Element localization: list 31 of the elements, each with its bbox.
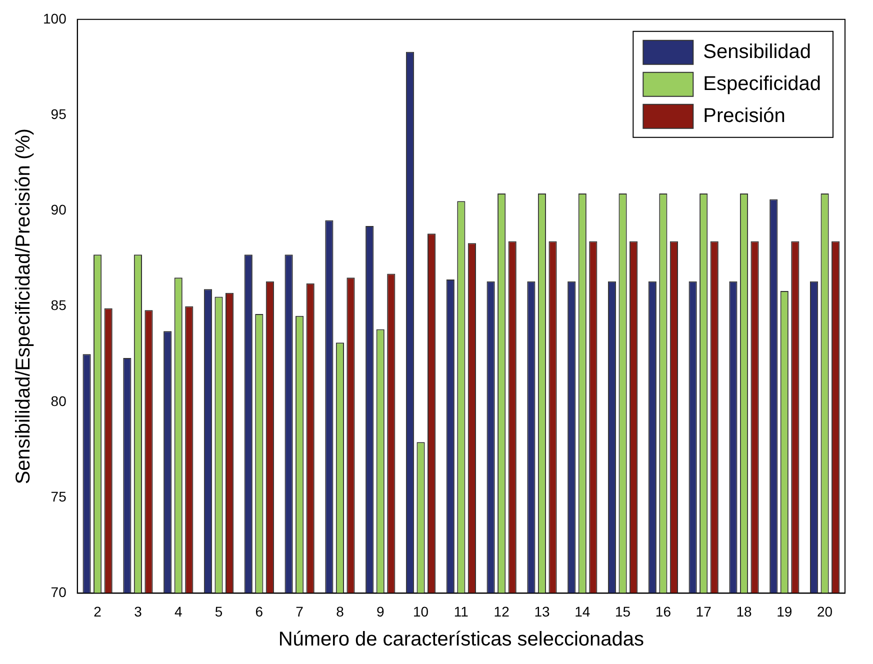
- x-tick-label: 2: [94, 603, 102, 620]
- x-tick-label: 11: [454, 603, 469, 620]
- x-tick-label: 9: [376, 603, 384, 620]
- y-tick-label: 75: [50, 488, 67, 504]
- x-tick-label: 17: [696, 603, 712, 620]
- y-tick-label: 95: [50, 106, 67, 122]
- x-tick-label: 14: [574, 603, 590, 620]
- x-tick-label: 4: [174, 603, 182, 620]
- x-tick-label: 19: [776, 603, 792, 620]
- x-tick-label: 12: [494, 603, 510, 620]
- y-tick-label: 100: [43, 10, 67, 26]
- x-tick-label: 15: [615, 603, 631, 620]
- x-tick-label: 16: [655, 603, 672, 620]
- y-axis-title: Sensibilidad/Especificidad/Precisión (%): [12, 128, 35, 484]
- x-tick-label: 13: [534, 603, 550, 620]
- legend-label: Precisión: [703, 104, 786, 127]
- x-tick-label: 7: [296, 603, 304, 620]
- y-tick-label: 90: [50, 202, 67, 218]
- y-tick-label: 85: [50, 297, 67, 314]
- y-tick-label: 80: [50, 392, 67, 409]
- x-tick-label: 3: [134, 603, 142, 620]
- x-tick-label: 6: [255, 603, 264, 620]
- x-tick-label: 8: [336, 603, 344, 620]
- x-tick-label: 10: [412, 603, 429, 620]
- y-tick-label: 70: [50, 584, 67, 600]
- legend-label: Sensibilidad: [703, 40, 812, 63]
- x-axis-title: Número de características seleccionadas: [278, 628, 644, 651]
- x-tick-label: 5: [214, 603, 223, 620]
- x-tick-label: 18: [736, 603, 752, 620]
- legend-label: Especificidad: [703, 72, 821, 95]
- x-tick-label: 20: [817, 603, 833, 620]
